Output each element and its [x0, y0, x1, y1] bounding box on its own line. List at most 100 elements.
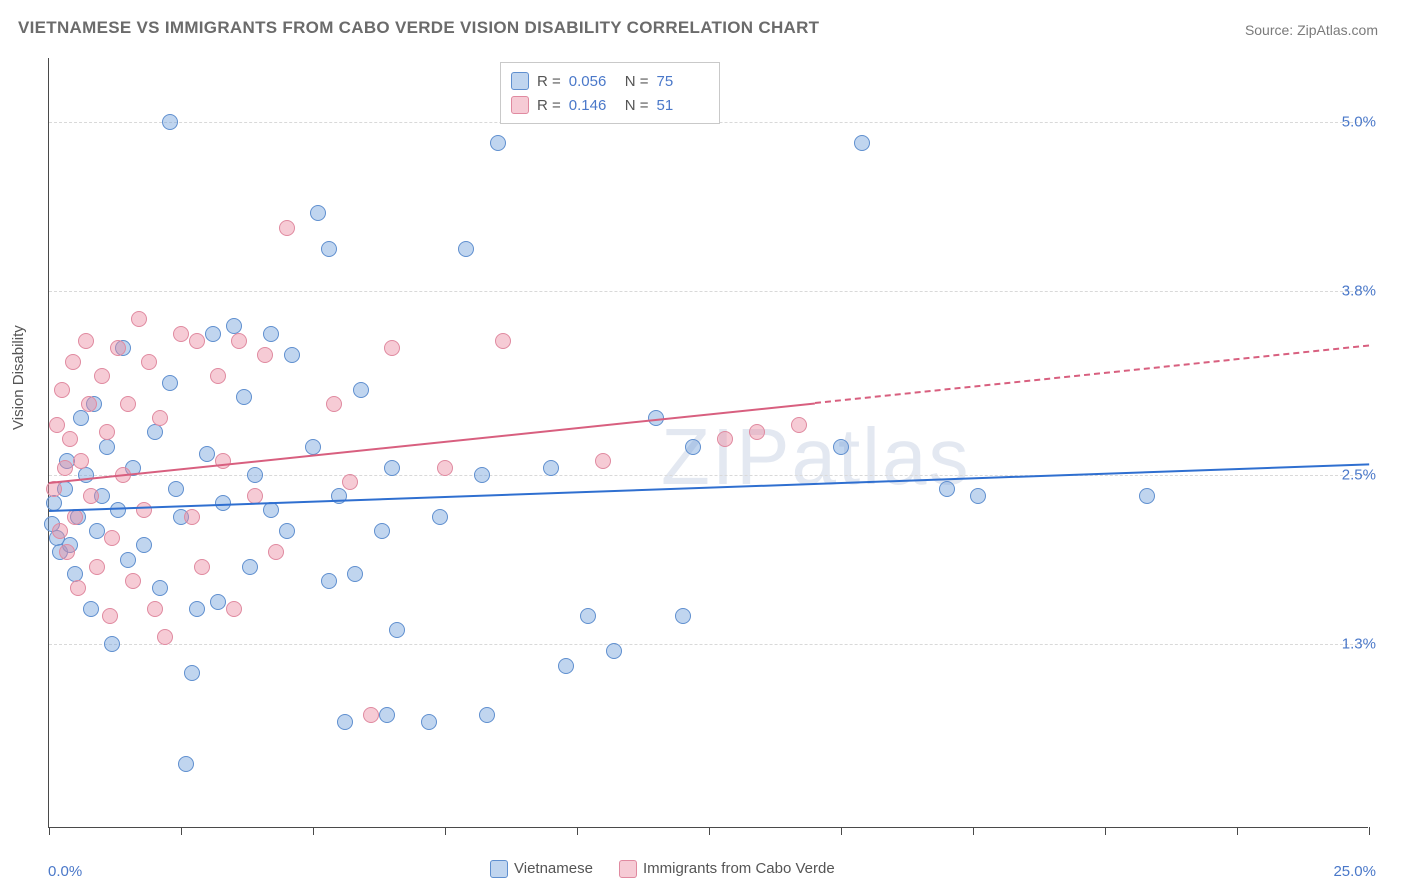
data-point-cabo_verde	[226, 601, 242, 617]
data-point-vietnamese	[147, 424, 163, 440]
data-point-cabo_verde	[57, 460, 73, 476]
data-point-vietnamese	[675, 608, 691, 624]
data-point-vietnamese	[490, 135, 506, 151]
data-point-vietnamese	[421, 714, 437, 730]
y-tick-label: 3.8%	[1342, 283, 1376, 300]
data-point-cabo_verde	[52, 523, 68, 539]
x-tick	[709, 827, 710, 835]
data-point-cabo_verde	[717, 431, 733, 447]
data-point-cabo_verde	[210, 368, 226, 384]
data-point-vietnamese	[854, 135, 870, 151]
data-point-vietnamese	[321, 241, 337, 257]
data-point-vietnamese	[543, 460, 559, 476]
data-point-cabo_verde	[157, 629, 173, 645]
data-point-vietnamese	[310, 205, 326, 221]
y-tick-label: 5.0%	[1342, 113, 1376, 130]
data-point-vietnamese	[939, 481, 955, 497]
data-point-cabo_verde	[173, 326, 189, 342]
data-point-cabo_verde	[54, 382, 70, 398]
data-point-cabo_verde	[437, 460, 453, 476]
data-point-vietnamese	[73, 410, 89, 426]
data-point-vietnamese	[205, 326, 221, 342]
legend-r-label: R =	[537, 97, 561, 114]
legend-corr-row-vietnamese: R =0.056N =75	[511, 69, 705, 93]
legend-n-value: 51	[657, 97, 705, 114]
x-tick	[1237, 827, 1238, 835]
data-point-vietnamese	[1139, 488, 1155, 504]
data-point-vietnamese	[479, 707, 495, 723]
data-point-cabo_verde	[749, 424, 765, 440]
data-point-vietnamese	[247, 467, 263, 483]
data-point-vietnamese	[284, 347, 300, 363]
data-point-vietnamese	[685, 439, 701, 455]
legend-series: VietnameseImmigrants from Cabo Verde	[490, 860, 835, 878]
x-tick	[445, 827, 446, 835]
data-point-vietnamese	[321, 573, 337, 589]
data-point-cabo_verde	[326, 396, 342, 412]
data-point-vietnamese	[168, 481, 184, 497]
data-point-cabo_verde	[110, 340, 126, 356]
data-point-cabo_verde	[59, 544, 75, 560]
data-point-vietnamese	[347, 566, 363, 582]
data-point-cabo_verde	[49, 417, 65, 433]
y-axis-title: Vision Disability	[10, 325, 27, 430]
data-point-cabo_verde	[125, 573, 141, 589]
data-point-vietnamese	[178, 756, 194, 772]
data-point-cabo_verde	[184, 509, 200, 525]
data-point-cabo_verde	[194, 559, 210, 575]
legend-series-label: Immigrants from Cabo Verde	[643, 860, 835, 877]
y-tick-label: 1.3%	[1342, 636, 1376, 653]
legend-r-value: 0.056	[569, 73, 617, 90]
data-point-vietnamese	[432, 509, 448, 525]
x-tick	[841, 827, 842, 835]
data-point-vietnamese	[263, 326, 279, 342]
data-point-vietnamese	[242, 559, 258, 575]
data-point-cabo_verde	[89, 559, 105, 575]
data-point-cabo_verde	[595, 453, 611, 469]
data-point-vietnamese	[384, 460, 400, 476]
data-point-cabo_verde	[147, 601, 163, 617]
data-point-vietnamese	[104, 636, 120, 652]
data-point-vietnamese	[199, 446, 215, 462]
data-point-vietnamese	[210, 594, 226, 610]
data-point-cabo_verde	[67, 509, 83, 525]
data-point-vietnamese	[99, 439, 115, 455]
data-point-vietnamese	[263, 502, 279, 518]
data-point-cabo_verde	[70, 580, 86, 596]
data-point-vietnamese	[236, 389, 252, 405]
data-point-cabo_verde	[279, 220, 295, 236]
data-point-vietnamese	[970, 488, 986, 504]
data-point-cabo_verde	[99, 424, 115, 440]
x-tick	[973, 827, 974, 835]
data-point-vietnamese	[474, 467, 490, 483]
data-point-vietnamese	[833, 439, 849, 455]
data-point-vietnamese	[353, 382, 369, 398]
data-point-vietnamese	[458, 241, 474, 257]
source-label: Source: ZipAtlas.com	[1245, 22, 1378, 38]
data-point-vietnamese	[389, 622, 405, 638]
data-point-cabo_verde	[257, 347, 273, 363]
gridline	[49, 644, 1368, 645]
data-point-cabo_verde	[78, 333, 94, 349]
data-point-vietnamese	[580, 608, 596, 624]
data-point-vietnamese	[89, 523, 105, 539]
legend-swatch	[619, 860, 637, 878]
chart-container: VIETNAMESE VS IMMIGRANTS FROM CABO VERDE…	[0, 0, 1406, 892]
chart-title: VIETNAMESE VS IMMIGRANTS FROM CABO VERDE…	[18, 18, 819, 38]
data-point-cabo_verde	[342, 474, 358, 490]
data-point-cabo_verde	[495, 333, 511, 349]
plot-area: ZIPatlas	[48, 58, 1368, 828]
data-point-vietnamese	[305, 439, 321, 455]
legend-swatch	[511, 72, 529, 90]
legend-swatch	[490, 860, 508, 878]
gridline	[49, 291, 1368, 292]
legend-corr-row-cabo_verde: R =0.146N =51	[511, 93, 705, 117]
y-tick-label: 2.5%	[1342, 466, 1376, 483]
data-point-vietnamese	[110, 502, 126, 518]
legend-swatch	[511, 96, 529, 114]
x-tick	[49, 827, 50, 835]
data-point-cabo_verde	[120, 396, 136, 412]
data-point-vietnamese	[83, 601, 99, 617]
x-tick	[313, 827, 314, 835]
legend-r-label: R =	[537, 73, 561, 90]
